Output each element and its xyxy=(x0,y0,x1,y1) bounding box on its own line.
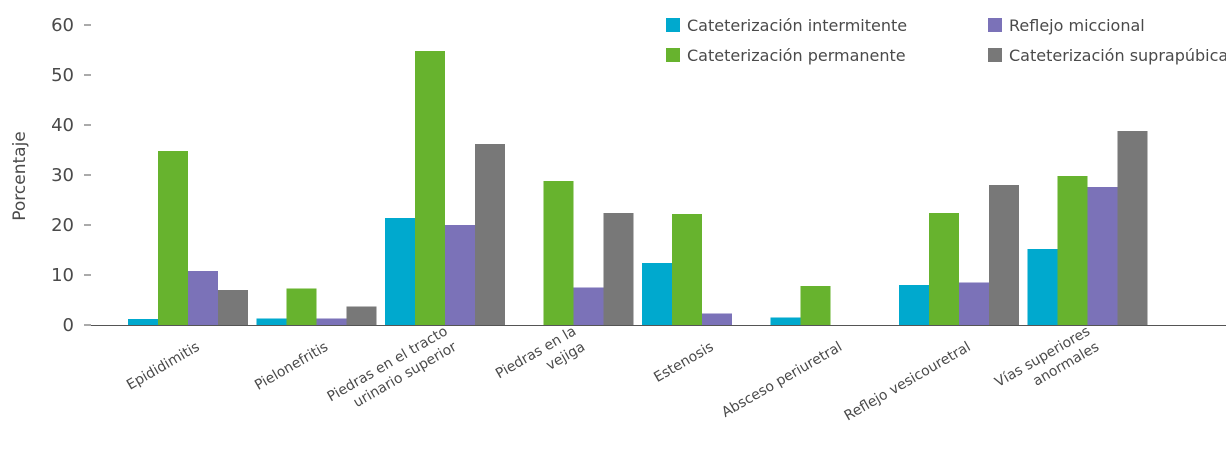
y-tick-label: 60 xyxy=(51,15,74,36)
y-tick-label: 0 xyxy=(63,315,74,336)
x-tick-label: Absceso periuretral xyxy=(719,339,845,421)
bar xyxy=(316,318,347,325)
legend-item: Cateterización intermitente xyxy=(666,16,907,35)
legend-swatch xyxy=(666,18,680,32)
bar xyxy=(475,144,505,325)
x-tick-label: Epididimitis xyxy=(124,339,202,394)
legend-label: Cateterización permanente xyxy=(687,46,906,65)
bar xyxy=(1087,187,1118,325)
bar xyxy=(346,306,377,325)
bar xyxy=(286,288,317,325)
bar xyxy=(158,151,188,325)
bar xyxy=(899,285,929,325)
legend: Cateterización intermitente Reflejo micci… xyxy=(666,16,1226,65)
bar xyxy=(1027,249,1058,325)
x-tick-label: Estenosis xyxy=(651,339,716,386)
y-axis-label: Porcentaje xyxy=(10,131,30,221)
x-tick-label-line: Epididimitis xyxy=(124,339,202,394)
y-tick-label: 40 xyxy=(51,115,74,136)
bar xyxy=(989,185,1019,325)
legend-label: Cateterización suprapúbica xyxy=(1009,46,1226,65)
x-tick-label-line: Pielonefritis xyxy=(252,339,331,394)
legend-swatch xyxy=(988,48,1002,62)
bar xyxy=(1117,131,1148,325)
bar xyxy=(959,282,989,325)
bar xyxy=(603,213,634,325)
x-tick-label-line: Absceso periuretral xyxy=(719,339,845,421)
y-tick-label: 30 xyxy=(51,165,74,186)
bar xyxy=(188,271,218,325)
legend-label: Reflejo miccional xyxy=(1009,16,1145,35)
y-tick-label: 50 xyxy=(51,65,74,86)
bar xyxy=(770,317,801,325)
legend-label: Cateterización intermitente xyxy=(687,16,907,35)
bar xyxy=(929,213,959,325)
legend-swatch xyxy=(988,18,1002,32)
bar xyxy=(445,225,475,325)
x-tick-label-line: Reflejo vesicouretral xyxy=(842,339,974,424)
bar xyxy=(800,286,831,325)
x-tick-label-line: Estenosis xyxy=(651,339,716,386)
legend-item: Reflejo miccional xyxy=(988,16,1145,35)
bar xyxy=(218,290,248,325)
y-tick-label: 10 xyxy=(51,265,74,286)
bar xyxy=(642,263,672,325)
bar xyxy=(543,181,574,325)
x-tick-label: Reflejo vesicouretral xyxy=(842,339,974,424)
bar xyxy=(672,214,702,325)
bar xyxy=(702,313,732,325)
y-tick-label: 20 xyxy=(51,215,74,236)
y-axis: 0 10 20 30 40 50 60 xyxy=(51,15,91,336)
legend-swatch xyxy=(666,48,680,62)
legend-item: Cateterización permanente xyxy=(666,46,906,65)
bar xyxy=(256,318,287,325)
bar xyxy=(128,319,158,325)
x-tick-label: Pielonefritis xyxy=(252,339,331,394)
bar xyxy=(385,218,415,325)
bar xyxy=(415,51,445,325)
bars xyxy=(128,51,1148,325)
bar xyxy=(573,287,604,325)
legend-item: Cateterización suprapúbica xyxy=(988,46,1226,65)
bar xyxy=(1057,176,1088,325)
